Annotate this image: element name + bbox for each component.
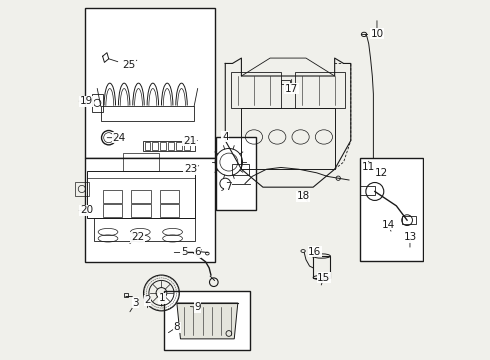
Polygon shape [177,303,238,339]
Bar [168,141,174,149]
Text: 16: 16 [308,247,321,257]
Bar [145,141,150,149]
Text: 21: 21 [183,136,196,145]
Bar [231,72,281,108]
Bar [131,204,151,217]
Bar [281,80,290,84]
Bar [313,256,330,278]
Text: 9: 9 [195,302,201,312]
Bar [160,204,179,217]
Bar [402,216,416,225]
Bar [216,137,256,211]
Text: 2: 2 [144,295,151,305]
Bar [143,140,195,150]
Text: 11: 11 [362,162,375,172]
Text: 15: 15 [317,273,331,283]
Bar [295,72,345,108]
Text: 10: 10 [370,29,384,39]
Bar [164,291,250,350]
Bar [85,158,215,262]
Bar [361,186,375,195]
Text: 8: 8 [173,322,180,332]
Bar [242,108,335,169]
Bar [160,190,179,203]
Bar [102,204,122,217]
Bar [92,94,102,112]
Text: 23: 23 [184,164,197,174]
Text: 14: 14 [382,220,395,230]
Text: 13: 13 [403,232,416,242]
Bar [360,158,422,261]
Text: 6: 6 [195,247,201,257]
Bar [131,190,151,203]
Bar [123,153,159,171]
Text: 19: 19 [80,96,93,106]
Bar [232,164,248,175]
Text: 24: 24 [112,133,125,143]
Text: 22: 22 [131,232,144,242]
Text: 1: 1 [158,293,165,303]
Bar [102,190,122,203]
Bar [184,141,190,149]
Text: 3: 3 [132,298,139,308]
Text: 25: 25 [122,60,135,70]
Bar [160,141,166,149]
Text: 17: 17 [285,84,298,94]
Text: 18: 18 [296,191,310,201]
Text: 20: 20 [80,206,93,216]
Bar [95,218,195,241]
Bar [152,141,158,149]
Bar [87,171,195,218]
Bar [176,141,182,149]
Text: 12: 12 [375,168,388,178]
Text: 5: 5 [181,247,187,257]
Text: 7: 7 [225,182,231,192]
Bar [74,182,89,196]
Bar [85,8,215,158]
Text: 4: 4 [222,132,229,142]
Bar [101,107,194,121]
Bar [124,293,128,297]
